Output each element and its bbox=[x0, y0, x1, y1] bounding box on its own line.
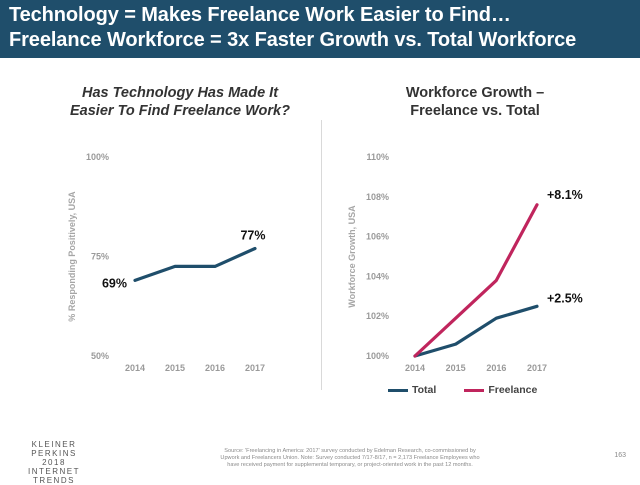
legend-swatch-freelance bbox=[464, 388, 485, 392]
page-number: 163 bbox=[614, 452, 626, 459]
left-ytick-label: 100% bbox=[86, 152, 109, 162]
source-note: Source: 'Freelancing in America: 2017' s… bbox=[150, 448, 550, 469]
source-line-3: have received payment for supplemental t… bbox=[227, 462, 473, 468]
right-ytick-label: 110% bbox=[366, 152, 389, 162]
right-xtick-label: 2014 bbox=[405, 363, 425, 373]
source-line-2: Upwork and Freelancers Union. Note: Surv… bbox=[220, 455, 480, 461]
right-chart-title-line-2: Freelance vs. Total bbox=[410, 103, 540, 119]
right-ytick-label: 104% bbox=[366, 271, 389, 281]
slide-header: Technology = Makes Freelance Work Easier… bbox=[0, 0, 640, 58]
right-xtick-label: 2016 bbox=[486, 363, 506, 373]
right-y-axis-label: Workforce Growth, USA bbox=[347, 205, 357, 308]
right-xtick-label: 2015 bbox=[446, 363, 466, 373]
slide-title-line-1: Technology = Makes Freelance Work Easier… bbox=[9, 4, 511, 26]
left-xtick-label: 2015 bbox=[165, 363, 185, 373]
left-series-line-main bbox=[133, 246, 257, 282]
right-chart-title: Workforce Growth – Freelance vs. Total bbox=[345, 84, 605, 120]
right-series-line-freelance bbox=[413, 203, 539, 358]
left-y-axis-label: % Responding Positively, USA bbox=[67, 191, 77, 322]
legend-item-freelance: Freelance bbox=[464, 384, 537, 396]
right-xtick-label: 2017 bbox=[527, 363, 547, 373]
left-xtick-label: 2014 bbox=[125, 363, 145, 373]
legend-item-total: Total bbox=[388, 384, 436, 396]
brand-line-2: 2018 bbox=[42, 458, 66, 467]
right-chart-title-line-1: Workforce Growth – bbox=[405, 85, 545, 101]
left-ytick-label: 50% bbox=[91, 351, 109, 361]
right-data-label-total: +2.5% bbox=[547, 291, 583, 305]
right-series-line-total bbox=[413, 304, 539, 358]
left-data-label-end: 77% bbox=[240, 229, 265, 243]
right-data-label-freelance: +8.1% bbox=[547, 188, 583, 202]
left-xtick-label: 2017 bbox=[245, 363, 265, 373]
right-ytick-label: 100% bbox=[366, 351, 389, 361]
right-ytick-label: 108% bbox=[366, 192, 389, 202]
slide-title-line-2: Freelance Workforce = 3x Faster Growth v… bbox=[9, 29, 577, 51]
source-line-1: Source: 'Freelancing in America: 2017' s… bbox=[224, 448, 476, 454]
brand-line-3: INTERNET TRENDS bbox=[28, 467, 80, 485]
right-ytick-label: 102% bbox=[366, 311, 389, 321]
left-chart-title: Has Technology Has Made It Easier To Fin… bbox=[40, 84, 320, 120]
brand-line-1: KLEINER PERKINS bbox=[31, 440, 77, 458]
legend-label-freelance: Freelance bbox=[488, 384, 538, 396]
left-data-label-start: 69% bbox=[102, 276, 127, 290]
left-chart-title-line-1: Has Technology Has Made It bbox=[81, 85, 279, 101]
chart-divider bbox=[321, 120, 322, 390]
right-ytick-label: 106% bbox=[366, 232, 389, 242]
left-ytick-label: 75% bbox=[91, 252, 109, 262]
legend-label-total: Total bbox=[412, 384, 437, 396]
left-chart-title-line-2: Easier To Find Freelance Work? bbox=[70, 103, 290, 119]
brand-logo: KLEINER PERKINS 2018 INTERNET TRENDS bbox=[8, 440, 100, 485]
legend-swatch-total bbox=[388, 388, 408, 392]
left-xtick-label: 2016 bbox=[205, 363, 225, 373]
right-chart-legend: Total Freelance bbox=[388, 384, 537, 396]
